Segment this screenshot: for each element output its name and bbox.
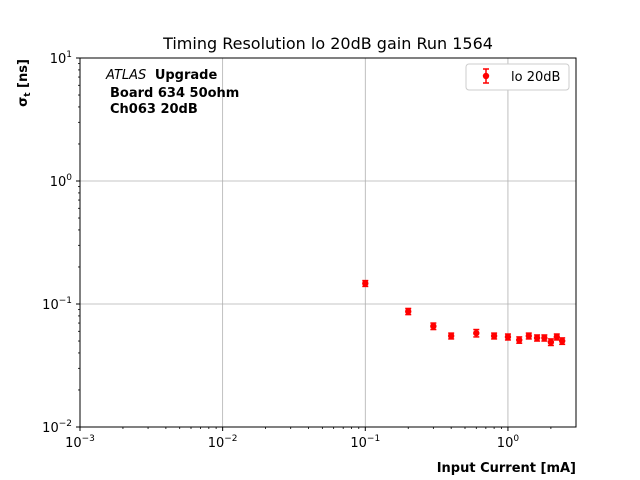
data-marker — [490, 332, 498, 340]
data-marker — [447, 332, 455, 340]
y-axis-label: σt [ns] — [16, 59, 33, 107]
x-tick-label-exponent: −3 — [82, 434, 95, 444]
data-point — [504, 333, 512, 341]
data-marker — [473, 329, 480, 337]
data-point — [362, 279, 369, 288]
data-point — [473, 328, 480, 338]
y-axis-label-unit: [ns] — [16, 59, 31, 92]
y-tick-label-base: 10 — [50, 175, 67, 190]
y-axis-label-symbol: σ — [16, 97, 31, 107]
data-marker — [525, 332, 532, 340]
y-tick-label: 10−1 — [42, 296, 72, 313]
annotation-line-1: ATLAS Upgrade — [105, 68, 217, 83]
data-marker — [558, 337, 566, 345]
annotation-atlas: ATLAS — [105, 68, 146, 83]
data-marker — [533, 334, 541, 342]
x-tick-label: 10−2 — [208, 434, 238, 451]
y-tick-label: 100 — [50, 173, 73, 190]
annotation-upgrade: Upgrade — [155, 68, 218, 83]
data-point — [430, 322, 437, 331]
data-point — [447, 332, 455, 340]
x-tick-label: 10−3 — [65, 434, 95, 451]
data-point — [553, 333, 560, 341]
legend-box — [465, 63, 570, 91]
x-axis-label: Input Current [mA] — [437, 461, 576, 476]
legend-marker — [482, 72, 490, 80]
y-tick-label-exponent: 0 — [66, 173, 72, 183]
y-tick-label-exponent: 1 — [66, 50, 72, 60]
data-marker — [362, 280, 369, 287]
data-points — [362, 279, 566, 347]
y-tick-label-base: 10 — [42, 298, 59, 313]
data-point — [547, 338, 555, 347]
x-tick-label-base: 10 — [350, 436, 367, 451]
data-point — [533, 334, 541, 342]
plot-frame — [79, 57, 577, 428]
data-marker — [405, 308, 412, 315]
data-point — [541, 334, 548, 342]
data-marker — [547, 338, 555, 346]
data-marker — [504, 333, 512, 341]
annotation-line-3: Ch063 20dB — [110, 102, 198, 117]
data-marker — [541, 334, 548, 342]
y-tick-label-base: 10 — [50, 52, 67, 67]
x-tick-label-exponent: 0 — [513, 434, 519, 444]
x-tick-label: 10−1 — [350, 434, 380, 451]
data-point — [525, 332, 532, 340]
data-point — [558, 337, 566, 346]
annotation-line-2: Board 634 50ohm — [110, 86, 239, 101]
y-tick-label: 10−2 — [42, 419, 72, 436]
legend: lo 20dB — [465, 63, 570, 91]
x-tick-label-base: 10 — [208, 436, 225, 451]
x-tick-label-base: 10 — [65, 436, 82, 451]
data-marker — [430, 322, 437, 330]
data-point — [490, 332, 498, 340]
y-tick-label-exponent: −2 — [59, 419, 72, 429]
chart-title: Timing Resolution lo 20dB gain Run 1564 — [162, 34, 493, 53]
x-tick-label-exponent: −2 — [224, 434, 237, 444]
annotation-block: ATLAS Upgrade Board 634 50ohm Ch063 20dB — [105, 68, 239, 117]
y-tick-label-base: 10 — [42, 421, 59, 436]
data-point — [516, 336, 523, 344]
x-tick-label-exponent: −1 — [367, 434, 380, 444]
x-tick-label: 100 — [497, 434, 520, 451]
legend-label: lo 20dB — [511, 70, 560, 85]
data-point — [405, 307, 412, 316]
y-tick-label: 101 — [50, 50, 72, 67]
grid-lines — [80, 58, 576, 427]
y-axis-label-subscript: t — [23, 92, 33, 97]
data-marker — [553, 333, 560, 341]
x-tick-label-base: 10 — [497, 436, 514, 451]
data-marker — [516, 336, 523, 344]
y-tick-label-exponent: −1 — [59, 296, 72, 306]
